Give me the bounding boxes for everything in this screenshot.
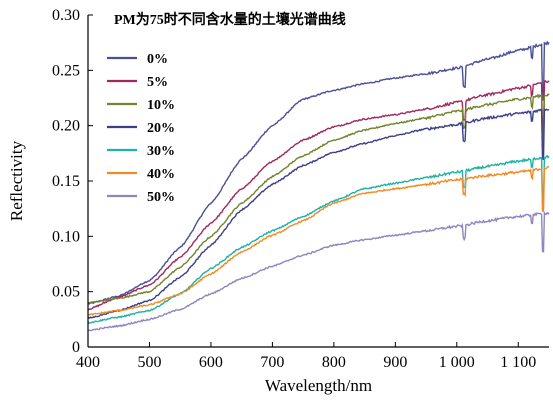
y-tick-label: 0 bbox=[72, 339, 80, 356]
axes: 0 0.05 0.10 0.15 0.20 0.25 0.30 400 500 600 700 800… bbox=[52, 7, 549, 371]
legend-label: 50% bbox=[147, 190, 175, 205]
legend-label: 5% bbox=[147, 75, 168, 90]
y-tick-label: 0.30 bbox=[52, 7, 80, 24]
y-tick-label: 0.05 bbox=[52, 284, 80, 301]
series-line-0pct bbox=[87, 40, 550, 305]
chart-title: PM为75时不同含水量的土壤光谱曲线 bbox=[114, 11, 346, 28]
x-tick-label: 500 bbox=[137, 354, 161, 371]
x-tick-label: 900 bbox=[383, 354, 407, 371]
x-tick-label: 600 bbox=[199, 354, 223, 371]
legend: 0% 5% 10% 20% 30% 40% 50% bbox=[107, 52, 175, 205]
x-tick-label: 400 bbox=[76, 354, 100, 371]
legend-label: 20% bbox=[147, 121, 175, 136]
x-tick-label: 700 bbox=[260, 354, 284, 371]
y-tick-label: 0.20 bbox=[52, 118, 80, 135]
y-tick-label: 0.25 bbox=[52, 62, 80, 79]
legend-label: 30% bbox=[147, 144, 175, 159]
series-line-50pct bbox=[88, 210, 550, 332]
legend-label: 10% bbox=[147, 98, 175, 113]
x-tick-label: 1 000 bbox=[439, 354, 475, 371]
x-tick-label: 1 100 bbox=[500, 354, 536, 371]
series-line-30pct bbox=[87, 154, 550, 324]
series-line-20pct bbox=[87, 108, 550, 320]
x-axis-title: Wavelength/nm bbox=[265, 376, 372, 395]
legend-label: 0% bbox=[147, 52, 168, 67]
legend-label: 40% bbox=[147, 167, 175, 182]
series-line-5pct bbox=[87, 79, 550, 311]
x-tick-label: 800 bbox=[322, 354, 346, 371]
y-tick-label: 0.15 bbox=[52, 173, 80, 190]
y-tick-label: 0.10 bbox=[52, 228, 80, 245]
y-axis-title: Reflectivity bbox=[7, 140, 26, 221]
series-line-10pct bbox=[87, 92, 550, 304]
series-line-40pct bbox=[87, 166, 550, 316]
plot-area bbox=[87, 40, 550, 332]
